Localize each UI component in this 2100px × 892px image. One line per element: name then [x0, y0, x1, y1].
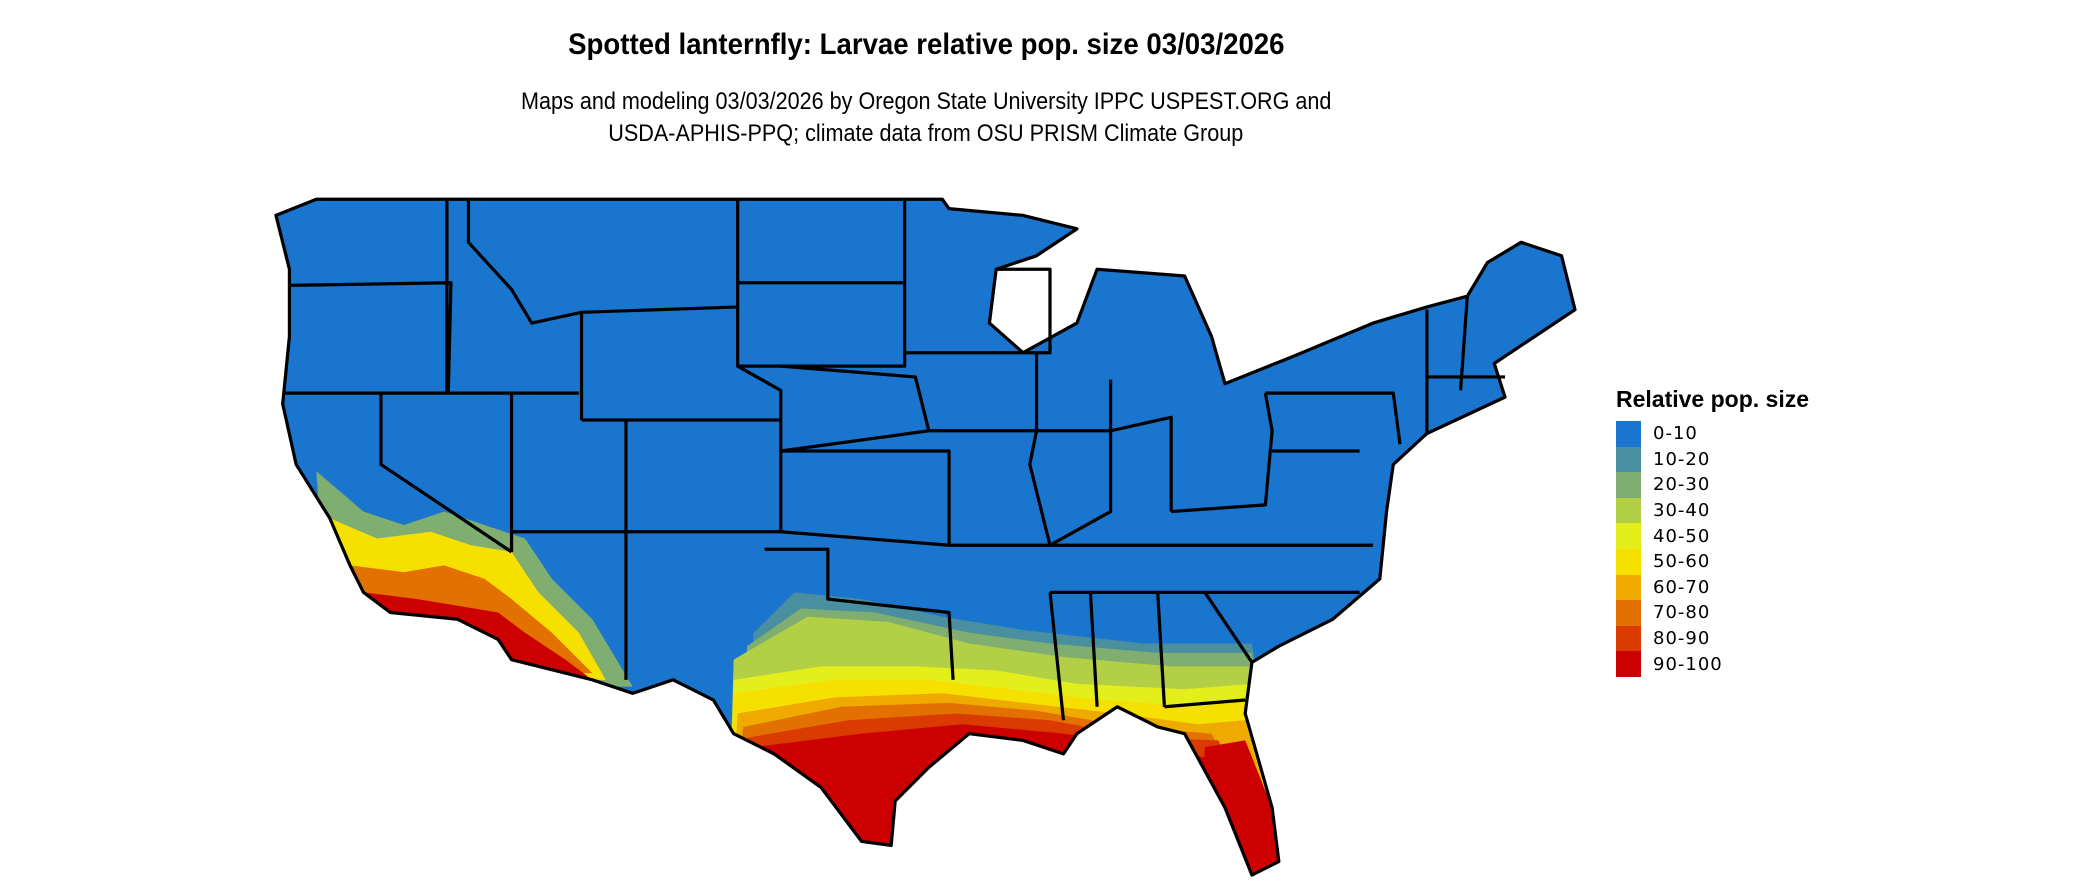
state-lines	[282, 199, 1506, 721]
legend-label: 90-100	[1653, 653, 1723, 675]
legend-swatch	[1616, 421, 1641, 447]
legend-swatch	[1616, 472, 1641, 498]
legend-swatch	[1616, 574, 1641, 601]
legend-label: 60-70	[1653, 576, 1711, 598]
legend-swatch	[1616, 497, 1641, 524]
legend-entry: 70-80	[1616, 600, 1809, 626]
legend-swatch	[1616, 523, 1641, 549]
subtitle-line-2: USDA-APHIS-PPQ; climate data from OSU PR…	[608, 120, 1244, 147]
legend-entry: 10-20	[1616, 446, 1809, 473]
legend-label: 50-60	[1653, 551, 1711, 573]
legend-swatch	[1616, 548, 1641, 575]
legend-entry: 30-40	[1616, 497, 1809, 524]
legend-entry: 40-50	[1616, 523, 1809, 549]
legend-entry: 20-30	[1616, 472, 1809, 498]
legend-label: 70-80	[1653, 602, 1711, 624]
state-boundaries	[274, 197, 1577, 877]
legend-label: 30-40	[1653, 500, 1711, 522]
legend-entry: 60-70	[1616, 574, 1809, 601]
legend-entries: 0-10 10-20 20-30 30-40 40-50 50-60 60-70 70-80 8…	[1616, 421, 1809, 677]
map-title: Spotted lanternfly: Larvae relative pop.…	[567, 28, 1285, 61]
legend-label: 40-50	[1653, 525, 1711, 547]
legend-entry: 0-10	[1616, 421, 1809, 447]
legend-title: Relative pop. size	[1616, 386, 1810, 412]
legend-entry: 90-100	[1616, 651, 1809, 677]
legend: Relative pop. size 0-10 10-20 20-30 30-40 40…	[1616, 386, 1809, 677]
legend-swatch	[1616, 600, 1641, 626]
legend-label: 20-30	[1653, 474, 1711, 496]
legend-swatch	[1616, 446, 1641, 473]
subtitle-line-1: Maps and modeling 03/03/2026 by Oregon S…	[520, 88, 1332, 115]
legend-entry: 50-60	[1616, 548, 1809, 575]
legend-swatch	[1616, 625, 1641, 652]
legend-entry: 80-90	[1616, 625, 1809, 652]
legend-label: 0-10	[1653, 423, 1698, 445]
map-subtitle: Maps and modeling 03/03/2026 by Oregon S…	[0, 86, 1852, 150]
legend-label: 80-90	[1653, 628, 1711, 650]
legend-label: 10-20	[1653, 448, 1711, 470]
legend-swatch	[1616, 651, 1641, 677]
